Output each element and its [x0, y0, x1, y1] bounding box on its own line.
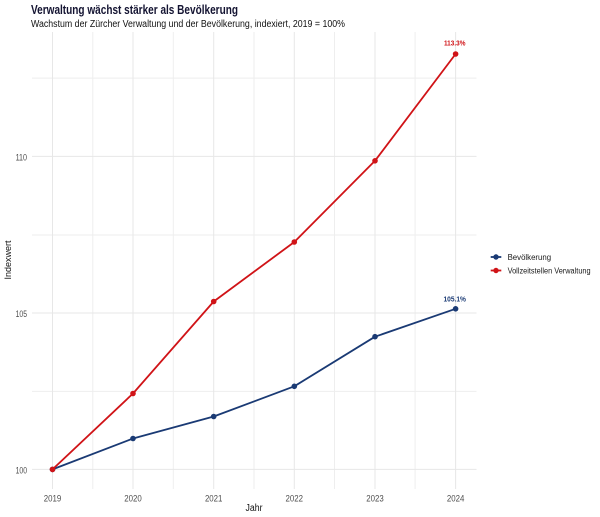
- svg-text:105: 105: [16, 309, 27, 319]
- svg-text:100: 100: [16, 465, 27, 475]
- svg-text:2024: 2024: [447, 493, 465, 503]
- svg-text:Vollzeitstellen Verwaltung: Vollzeitstellen Verwaltung: [508, 266, 591, 275]
- svg-text:2023: 2023: [366, 493, 384, 503]
- svg-text:Verwaltung wächst stärker als: Verwaltung wächst stärker als Bevölkerun…: [31, 2, 238, 17]
- svg-text:113.3%: 113.3%: [444, 39, 466, 48]
- svg-text:Jahr: Jahr: [246, 503, 264, 514]
- svg-text:105.1%: 105.1%: [443, 295, 466, 304]
- svg-text:Wachstum der Zürcher Verwaltun: Wachstum der Zürcher Verwaltung und der …: [31, 19, 345, 30]
- svg-text:2019: 2019: [44, 493, 62, 503]
- svg-text:110: 110: [16, 152, 27, 162]
- svg-text:Bevölkerung: Bevölkerung: [508, 253, 551, 262]
- svg-text:2022: 2022: [286, 493, 304, 503]
- svg-text:2020: 2020: [124, 493, 142, 503]
- svg-text:Indexwert: Indexwert: [3, 240, 13, 280]
- svg-text:2021: 2021: [205, 493, 223, 503]
